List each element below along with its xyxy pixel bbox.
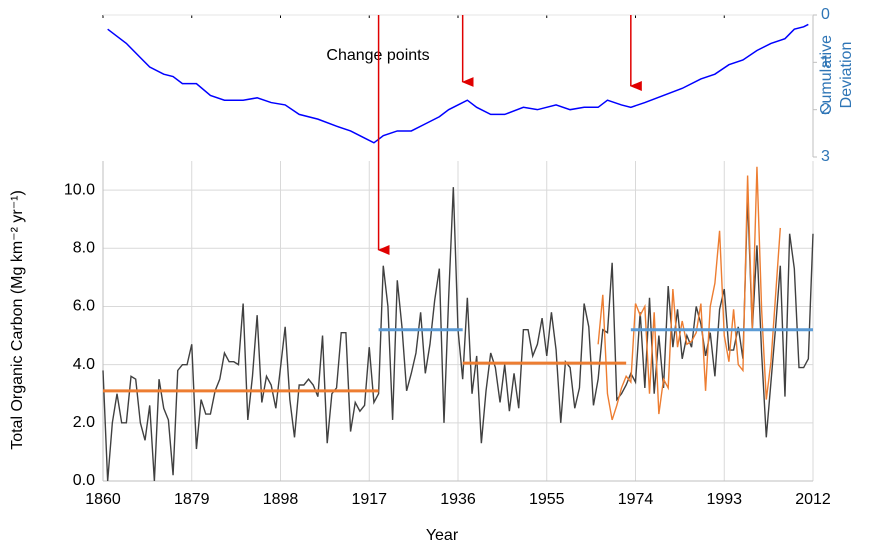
y-tick-label: 4.0 [73,356,95,373]
data-line [107,23,809,144]
x-tick-label: 1917 [351,491,387,508]
y2-tick-label: 1 [821,54,830,71]
y-tick-label: 6.0 [73,298,95,315]
y2-axis-title: Deviation [838,42,855,109]
y-tick-label: 0.0 [73,472,95,489]
x-tick-label: 2012 [795,491,831,508]
y-tick-label: 8.0 [73,239,95,256]
y2-tick-label: 2 [821,101,830,118]
y2-axis-title: Cumulative [818,35,835,115]
x-axis-title: Year [426,527,459,544]
y-tick-label: 10.0 [64,181,95,198]
y2-tick-label: 0 [821,6,830,23]
x-tick-label: 1936 [440,491,476,508]
y-axis-title: Total Organic Carbon (Mg km⁻² yr⁻¹) [9,190,26,450]
x-tick-label: 1879 [174,491,210,508]
x-tick-label: 1860 [85,491,121,508]
x-tick-label: 1993 [706,491,742,508]
x-tick-label: 1898 [263,491,299,508]
x-tick-label: 1974 [618,491,654,508]
data-line [597,166,781,421]
y2-tick-label: 3 [821,148,830,165]
x-tick-label: 1955 [529,491,565,508]
y-tick-label: 2.0 [73,414,95,431]
